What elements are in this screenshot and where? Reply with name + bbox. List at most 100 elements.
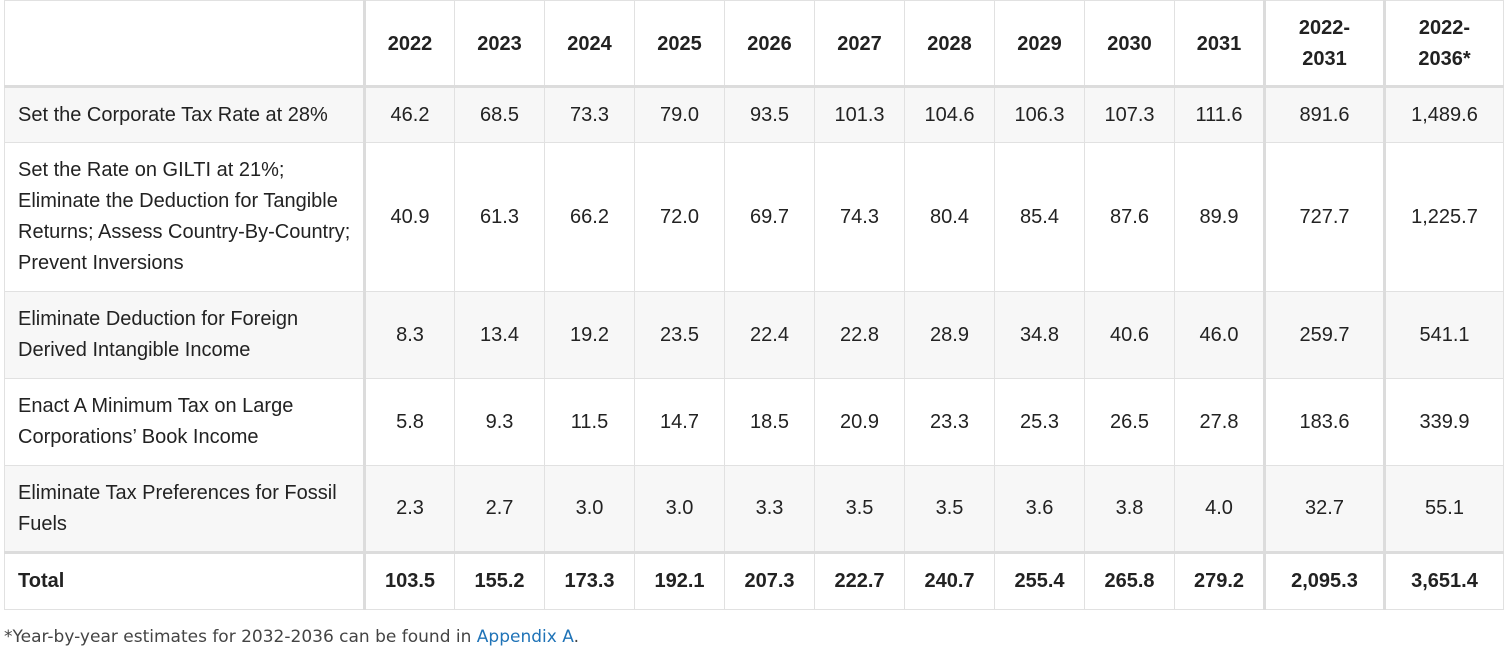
- table-cell: 72.0: [634, 142, 725, 292]
- table-cell: 89.9: [1174, 142, 1266, 292]
- table-cell: 74.3: [814, 142, 905, 292]
- total-row: Total 103.5 155.2 173.3 192.1 207.3 222.7 240.7…: [4, 551, 1504, 610]
- table-cell: 207.3: [724, 551, 815, 610]
- row-label: Enact A Minimum Tax on Large Corporation…: [4, 378, 366, 466]
- header-year: 2026: [724, 0, 815, 88]
- table-cell: 9.3: [454, 378, 545, 466]
- table-cell: 19.2: [544, 291, 635, 379]
- table-cell: 101.3: [814, 86, 905, 143]
- header-year: 2027: [814, 0, 905, 88]
- table-cell: 55.1: [1384, 465, 1504, 553]
- header-year: 2023: [454, 0, 545, 88]
- footnote: *Year-by-year estimates for 2032-2036 ca…: [4, 627, 579, 647]
- table-cell: 111.6: [1174, 86, 1266, 143]
- row-label: Eliminate Tax Preferences for Fossil Fue…: [4, 465, 366, 553]
- header-range: 2022- 2036*: [1384, 0, 1504, 88]
- table-cell: 40.9: [364, 142, 455, 292]
- table-cell: 11.5: [544, 378, 635, 466]
- appendix-link[interactable]: Appendix A: [476, 627, 574, 647]
- header-year: 2024: [544, 0, 635, 88]
- table-cell: 107.3: [1084, 86, 1175, 143]
- table-cell: 80.4: [904, 142, 995, 292]
- table-cell: 32.7: [1264, 465, 1386, 553]
- table-row: Enact A Minimum Tax on Large Corporation…: [4, 378, 1504, 466]
- header-year: 2030: [1084, 0, 1175, 88]
- table-cell: 173.3: [544, 551, 635, 610]
- header-year: 2025: [634, 0, 725, 88]
- table-cell: 22.8: [814, 291, 905, 379]
- table-row: Set the Corporate Tax Rate at 28% 46.2 68.…: [4, 86, 1504, 143]
- table-cell: 3.5: [814, 465, 905, 553]
- table-cell: 93.5: [724, 86, 815, 143]
- table-cell: 2.7: [454, 465, 545, 553]
- table-row: Set the Rate on GILTI at 21%; Eliminate …: [4, 142, 1504, 292]
- table-cell: 339.9: [1384, 378, 1504, 466]
- header-row: 2022 2023 2024 2025 2026 2027 2028 2029 …: [4, 0, 1504, 88]
- header-year: 2031: [1174, 0, 1266, 88]
- header-year: 2022: [364, 0, 455, 88]
- table-cell: 85.4: [994, 142, 1085, 292]
- table-cell: 1,489.6: [1384, 86, 1504, 143]
- row-label: Eliminate Deduction for Foreign Derived …: [4, 291, 366, 379]
- table-cell: 27.8: [1174, 378, 1266, 466]
- table-cell: 2.3: [364, 465, 455, 553]
- table-cell: 155.2: [454, 551, 545, 610]
- table-cell: 3.3: [724, 465, 815, 553]
- table-cell: 18.5: [724, 378, 815, 466]
- table-cell: 34.8: [994, 291, 1085, 379]
- table-cell: 891.6: [1264, 86, 1386, 143]
- table-cell: 69.7: [724, 142, 815, 292]
- table-cell: 103.5: [364, 551, 455, 610]
- header-year: 2028: [904, 0, 995, 88]
- table-cell: 3,651.4: [1384, 551, 1504, 610]
- table-cell: 66.2: [544, 142, 635, 292]
- table-cell: 3.6: [994, 465, 1085, 553]
- header-year: 2029: [994, 0, 1085, 88]
- table-cell: 265.8: [1084, 551, 1175, 610]
- table-cell: 222.7: [814, 551, 905, 610]
- footnote-end: .: [573, 627, 579, 647]
- table-cell: 3.8: [1084, 465, 1175, 553]
- table-cell: 28.9: [904, 291, 995, 379]
- header-range: 2022- 2031: [1264, 0, 1386, 88]
- row-label: Set the Corporate Tax Rate at 28%: [4, 86, 366, 143]
- table-cell: 87.6: [1084, 142, 1175, 292]
- table-cell: 22.4: [724, 291, 815, 379]
- table-row: Eliminate Deduction for Foreign Derived …: [4, 291, 1504, 379]
- footnote-text: *Year-by-year estimates for 2032-2036 ca…: [4, 627, 477, 647]
- table-cell: 23.5: [634, 291, 725, 379]
- table-cell: 3.0: [544, 465, 635, 553]
- table-cell: 79.0: [634, 86, 725, 143]
- table-cell: 46.2: [364, 86, 455, 143]
- row-label: Set the Rate on GILTI at 21%; Eliminate …: [4, 142, 366, 292]
- table-cell: 279.2: [1174, 551, 1266, 610]
- table-cell: 541.1: [1384, 291, 1504, 379]
- table-cell: 25.3: [994, 378, 1085, 466]
- table-cell: 68.5: [454, 86, 545, 143]
- table-cell: 20.9: [814, 378, 905, 466]
- table-cell: 106.3: [994, 86, 1085, 143]
- table-cell: 1,225.7: [1384, 142, 1504, 292]
- row-label: Total: [4, 551, 366, 610]
- table-cell: 259.7: [1264, 291, 1386, 379]
- table-cell: 40.6: [1084, 291, 1175, 379]
- table-cell: 13.4: [454, 291, 545, 379]
- table-cell: 4.0: [1174, 465, 1266, 553]
- table-cell: 3.5: [904, 465, 995, 553]
- table-cell: 61.3: [454, 142, 545, 292]
- table-cell: 183.6: [1264, 378, 1386, 466]
- table-cell: 3.0: [634, 465, 725, 553]
- header-blank: [4, 0, 366, 88]
- table-cell: 5.8: [364, 378, 455, 466]
- table-body: Set the Corporate Tax Rate at 28% 46.2 68.…: [4, 86, 1504, 610]
- revenue-estimates-table: 2022 2023 2024 2025 2026 2027 2028 2029 …: [4, 0, 1504, 610]
- table-cell: 26.5: [1084, 378, 1175, 466]
- table-cell: 104.6: [904, 86, 995, 143]
- table-cell: 14.7: [634, 378, 725, 466]
- table-cell: 2,095.3: [1264, 551, 1386, 610]
- table-cell: 255.4: [994, 551, 1085, 610]
- table-cell: 46.0: [1174, 291, 1266, 379]
- table-row: Eliminate Tax Preferences for Fossil Fue…: [4, 465, 1504, 553]
- table-cell: 240.7: [904, 551, 995, 610]
- table-cell: 192.1: [634, 551, 725, 610]
